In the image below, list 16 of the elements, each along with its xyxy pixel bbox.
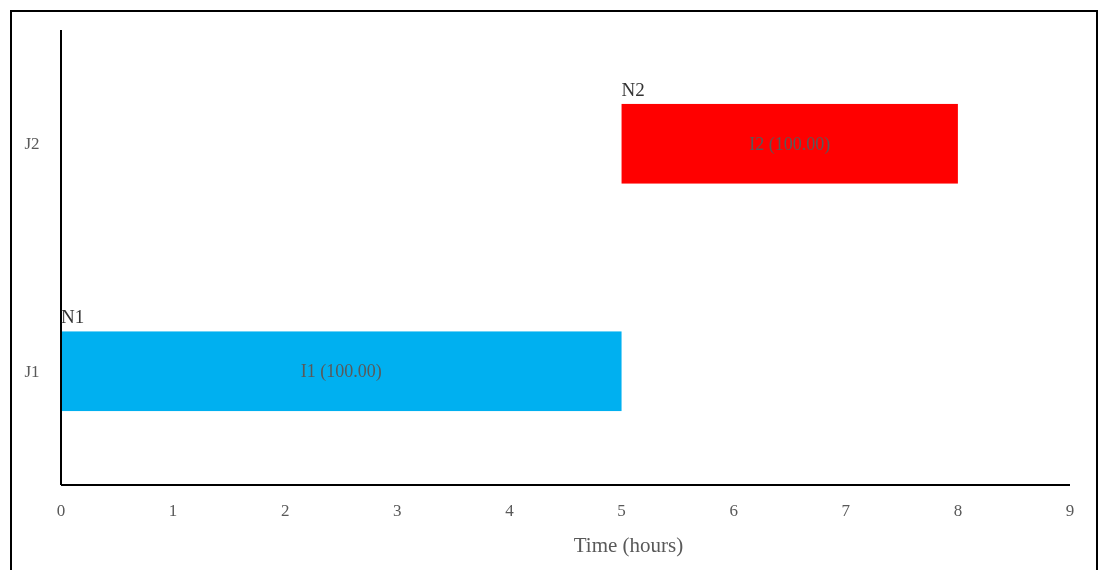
x-tick-label: 6 <box>729 501 738 520</box>
data-label: I2 (100.00) <box>749 133 831 155</box>
x-tick-label: 5 <box>617 501 626 520</box>
annotation: N2 <box>621 78 645 100</box>
x-axis-title: Time (hours) <box>573 533 684 557</box>
x-tick-label: 8 <box>953 501 963 520</box>
y-tick-label: J1 <box>24 361 40 381</box>
y-tick-label: J2 <box>24 134 40 154</box>
x-tick-label: 9 <box>1065 501 1075 520</box>
data-label: I1 (100.00) <box>300 361 382 383</box>
x-tick-label: 3 <box>393 501 402 520</box>
x-tick-label: 0 <box>56 501 66 520</box>
x-tick-label: 1 <box>168 501 178 520</box>
x-tick-label: 4 <box>505 501 515 520</box>
x-tick-label: 2 <box>280 501 290 520</box>
x-tick-label: 7 <box>841 501 851 520</box>
